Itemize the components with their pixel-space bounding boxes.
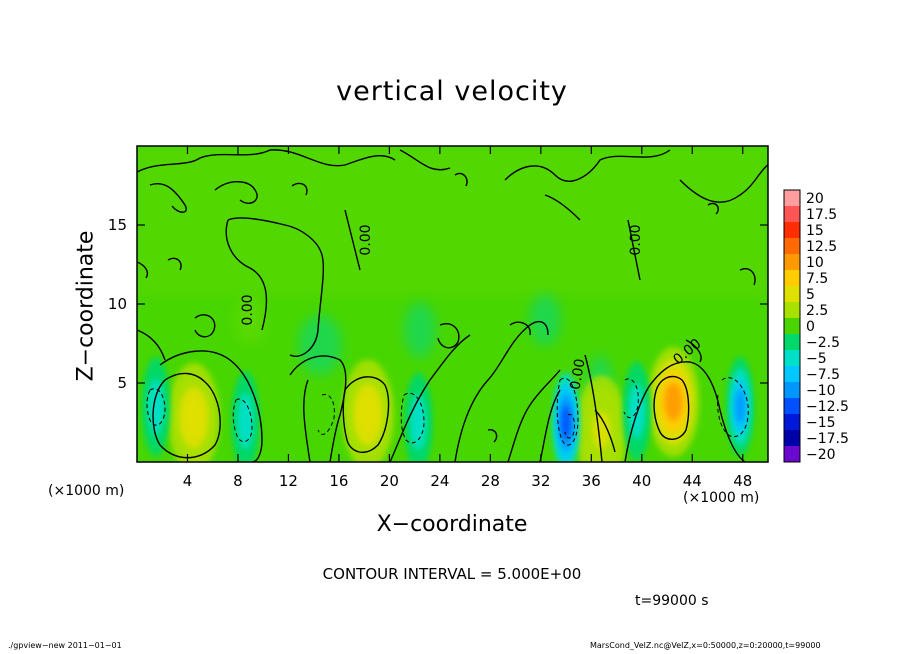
colorbar-label: 12.5 [806,239,837,255]
colorbar-label: 0 [806,319,815,335]
colorbar-swatch [784,286,800,303]
footer-left: ./gpview−new 2011−01−01 [8,641,122,650]
colorbar-swatch [784,382,800,399]
colorbar-label: −12.5 [806,399,849,415]
colorbar: 2017.51512.5107.552.50−2.5−5−7.5−10−12.5… [783,189,849,463]
upper-field [137,146,768,296]
colorbar-label: −2.5 [806,335,840,351]
velocity-cores [141,346,755,462]
colorbar-swatch [784,270,800,287]
x-tick-label: 28 [481,472,500,490]
y-tick-label: 10 [108,295,127,313]
colorbar-label: −5 [806,351,827,367]
x-tick-label: 40 [632,472,651,490]
y-tick-label: 5 [117,374,127,392]
colorbar-label: 20 [806,191,824,207]
x-tick-label: 12 [279,472,298,490]
colorbar-label: −10 [806,383,836,399]
x-tick-label: 32 [531,472,550,490]
colorbar-swatch [784,206,800,223]
contour-lines [137,149,768,462]
chart-title: vertical velocity [336,76,568,107]
contour-interval: CONTOUR INTERVAL = 5.000E+00 [322,565,582,583]
colorbar-swatch [784,430,800,447]
x-tick-label: 8 [233,472,243,490]
x-tick-label: 20 [380,472,399,490]
colorbar-swatch [784,190,800,207]
footer-right: MarsCond_VelZ.nc@VelZ,x=0:50000,z=0:2000… [590,641,821,650]
colorbar-swatch [784,334,800,351]
downdraft-core [413,405,424,440]
colorbar-label: 10 [806,255,824,271]
updraft-core [359,395,377,434]
colorbar-swatch [784,398,800,415]
colorbar-swatch [784,318,800,335]
colorbar-swatch [784,302,800,319]
x-tick-label: 48 [733,472,752,490]
y-axis: 5 10 15 [108,216,768,392]
x-unit-left: (×1000 m) [48,483,125,499]
x-tick-label: 24 [430,472,449,490]
contour-label: 0.00 [358,224,374,255]
colorbar-label: −7.5 [806,367,840,383]
colorbar-swatch [784,222,800,239]
colorbar-swatch [784,414,800,431]
contour-label: 0.00 [240,294,256,325]
y-tick-label: 15 [108,216,127,234]
colorbar-label: 5 [806,287,815,303]
x-axis-label: X−coordinate [376,512,528,537]
x-tick-label: 36 [582,472,601,490]
downdraft-core [240,403,251,438]
updraft-core [184,399,203,437]
colorbar-swatch [784,350,800,367]
x-tick-label: 4 [183,472,193,490]
x-axis: 4 8 12 16 20 24 28 32 36 40 44 48 [183,146,752,490]
x-unit-right: (×1000 m) [683,490,760,506]
x-tick-label: 16 [329,472,348,490]
colorbar-swatch [784,238,800,255]
negative-contours [146,377,749,446]
updraft-core [664,383,683,421]
colorbar-swatch [784,366,800,383]
colorbar-label: 2.5 [806,303,828,319]
colorbar-frame [783,189,801,463]
y-axis-label: Z−coordinate [73,230,99,382]
colorbar-label: −15 [806,415,836,431]
colorbar-label: 15 [806,223,824,239]
colorbar-label: −20 [806,447,836,463]
colorbar-label: 17.5 [806,207,837,223]
contour-label: 0.00 [567,358,588,391]
contour-label: 0.00 [628,224,644,255]
downdraft-core [561,405,571,440]
x-tick-label: 44 [683,472,702,490]
colorbar-label: 7.5 [806,271,828,287]
time-label: t=99000 s [635,593,709,609]
colorbar-label: −17.5 [806,431,849,447]
colorbar-swatch [784,254,800,271]
downdraft-core [735,389,745,424]
colorbar-swatch [784,446,800,463]
